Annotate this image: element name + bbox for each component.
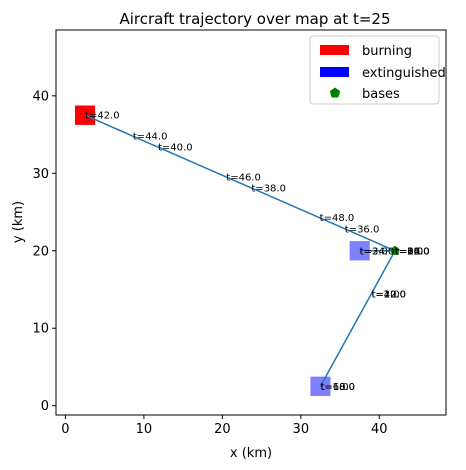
legend-label-extinguished: extinguished [362,66,446,81]
y-tick-label: 40 [32,89,49,104]
legend-marker-bases [329,87,341,98]
y-axis-title: y (km) [11,201,26,243]
legend-swatch-burning [320,45,349,55]
time-label: t=48.0 [320,213,355,224]
y-tick-label: 20 [32,244,49,259]
x-tick-label: 30 [293,422,310,437]
legend-label-burning: burning [362,44,412,59]
legend-label-bases: bases [362,87,400,102]
time-label: t=36.0 [345,225,380,236]
time-label: t=0.0 [395,246,423,257]
legend-swatch-extinguished [320,67,349,77]
time-label: t=38.0 [251,184,286,195]
time-label: t=16.0 [395,246,430,257]
trajectory-line [84,114,397,387]
x-tick-label: 10 [136,422,153,437]
y-axis: 0 10 20 30 40 [32,89,56,414]
time-label: t=20.0 [371,290,406,301]
x-tick-label: 40 [371,422,388,437]
y-tick-label: 30 [32,167,49,182]
time-label: t=12.0 [371,290,406,301]
base-marker [390,245,400,255]
axes-border [55,29,447,416]
legend: burning extinguished bases [309,35,446,105]
time-label: t=44.0 [133,132,168,143]
bases-layer [390,245,400,255]
time-label: t=2.0 [360,246,388,257]
time-label: t=10.0 [320,382,355,393]
time-label: t=46.0 [226,173,261,184]
time-label: t=18.0 [320,382,355,393]
time-label: t=8.0 [395,246,423,257]
trajectory-layer [84,114,397,387]
y-tick-label: 10 [32,322,49,337]
time-label: t=4.0 [371,290,399,301]
time-label: t=50.0 [395,246,430,257]
time-label: t=32.0 [395,246,430,257]
time-labels-layer: t=42.0 t=44.0t=40.0 t=46.0t=38.0 t=48.0t=36… [85,111,430,393]
x-tick-label: 0 [61,422,69,437]
time-label: t=34.0 [360,246,395,257]
y-tick-label: 0 [41,399,49,414]
time-label: t=40.0 [158,142,193,153]
time-label: t=6.0 [320,382,348,393]
x-tick-label: 20 [214,422,231,437]
time-label: t=42.0 [85,111,120,122]
time-label: t=24.0 [395,246,430,257]
chart-title: Aircraft trajectory over map at t=25 [120,10,391,28]
x-axis-title: x (km) [230,446,272,461]
x-axis: 0 10 20 30 40 [61,415,388,437]
